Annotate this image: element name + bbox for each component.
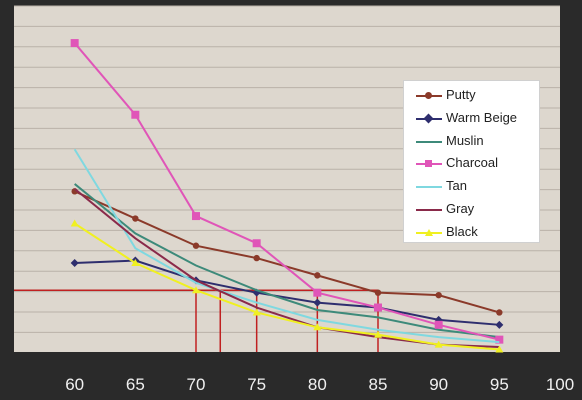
legend-label-charcoal: Charcoal: [446, 155, 499, 171]
legend-item-putty: Putty: [404, 84, 539, 107]
series-line-warm-beige: [74, 259, 500, 326]
data-point-putty: [374, 289, 382, 296]
data-point-black: [252, 308, 261, 316]
x-tick-label: 65: [126, 375, 145, 394]
x-tick-label: 70: [187, 375, 206, 394]
series-line-tan: [73, 148, 500, 344]
data-point-charcoal: [313, 288, 322, 297]
data-point-black: [495, 345, 504, 353]
series-line-muslin: [74, 183, 500, 339]
x-tick-label: 80: [308, 375, 327, 394]
data-point-black: [434, 340, 443, 348]
x-tick-label: 95: [490, 375, 509, 394]
legend-label-tan: Tan: [446, 178, 467, 194]
series-line-black: [74, 222, 500, 351]
data-point-putty: [435, 291, 442, 299]
data-point-putty: [314, 272, 321, 279]
legend-swatch-tan: [416, 186, 442, 189]
legend-label-black: Black: [446, 223, 478, 239]
legend-label-gray: Gray: [446, 200, 475, 216]
legend-item-gray: Gray: [404, 198, 539, 221]
x-tick-label: 60: [65, 375, 84, 394]
legend-item-muslin: Muslin: [404, 130, 539, 153]
data-point-warm-beige: [313, 298, 322, 307]
data-point-putty: [253, 254, 260, 262]
data-point-charcoal: [192, 212, 200, 221]
data-point-black: [192, 286, 200, 294]
data-point-putty: [132, 215, 139, 222]
legend-label-muslin: Muslin: [446, 132, 484, 148]
data-point-black: [70, 219, 79, 227]
legend-item-tan: Tan: [404, 175, 539, 198]
x-tick-label: 90: [429, 375, 448, 394]
legend-marker-gray: [425, 206, 432, 213]
data-point-black: [131, 259, 140, 267]
data-point-charcoal: [70, 39, 79, 48]
data-point-warm-beige: [495, 320, 504, 329]
x-tick-label: 100: [546, 375, 574, 394]
legend-marker-black: [425, 228, 433, 236]
legend-item-warm-beige: Warm Beige: [404, 107, 539, 130]
legend-label-warm-beige: Warm Beige: [446, 109, 518, 125]
legend-marker-warm-beige: [423, 113, 434, 124]
data-point-charcoal: [131, 110, 140, 119]
legend-swatch-muslin: [416, 140, 442, 143]
legend-item-black: Black: [404, 221, 539, 244]
data-point-black: [313, 323, 322, 331]
data-point-charcoal: [252, 239, 261, 248]
legend-marker-muslin: [425, 138, 432, 145]
data-point-charcoal: [495, 335, 504, 344]
legend-marker-tan: [425, 183, 432, 190]
data-point-charcoal: [434, 320, 443, 329]
series-line-charcoal: [73, 42, 500, 341]
data-point-warm-beige: [70, 259, 79, 268]
legend-label-putty: Putty: [446, 87, 476, 102]
legend-item-charcoal: Charcoal: [404, 152, 539, 175]
x-tick-label: 85: [369, 375, 388, 394]
legend-swatch-gray: [416, 208, 442, 211]
data-point-putty: [192, 242, 200, 249]
legend: Putty Warm Beige Muslin Charcoal Tan Gra…: [403, 80, 540, 243]
data-point-black: [374, 330, 382, 338]
data-point-charcoal: [374, 303, 382, 312]
x-tick-label: 75: [247, 375, 266, 394]
data-point-putty: [496, 309, 503, 316]
legend-marker-putty: [425, 92, 432, 99]
legend-marker-charcoal: [425, 160, 432, 168]
